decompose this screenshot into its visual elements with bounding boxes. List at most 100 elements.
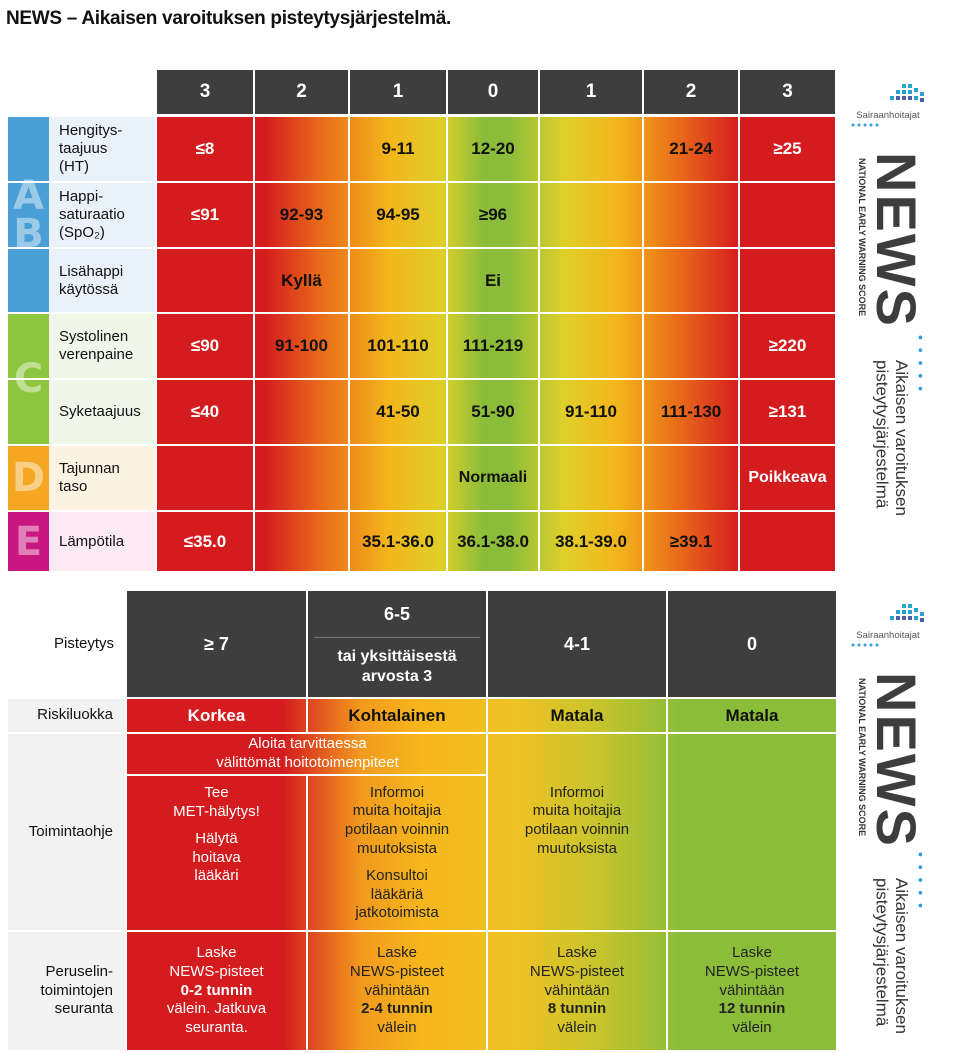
seuranta-label: Peruselin- toimintojen seuranta bbox=[40, 962, 113, 1018]
monitoring-high-post: välein. Jatkuva seuranta. bbox=[166, 1000, 267, 1037]
score-cell-oxygen-0 bbox=[157, 249, 253, 312]
score-cell-heart-rate-1 bbox=[255, 380, 348, 444]
score-group-low: 4-1 bbox=[488, 591, 666, 697]
logo-dots-icon bbox=[851, 643, 879, 647]
riskiluokka-label: Riskiluokka bbox=[37, 706, 113, 724]
action-consult-doctor: Konsultoi lääkäriä jatkotoimista bbox=[355, 866, 439, 922]
score-cell-temperature-0: ≤35.0 bbox=[183, 531, 227, 551]
score-cell-respiration-0: ≤8 bbox=[195, 139, 215, 158]
logo-text: Sairaanhoitajat bbox=[856, 110, 920, 121]
toimintaohje-label: Toimintaohje bbox=[28, 822, 113, 840]
score-header-3-low: 3 bbox=[157, 70, 253, 114]
section-d-bar: D bbox=[8, 446, 49, 510]
score-cell-heart-rate-3: 51-90 bbox=[471, 402, 515, 421]
row-label-oxygen: Lisähappi käytössä bbox=[59, 262, 124, 298]
score-cell-saturation-5 bbox=[644, 183, 738, 247]
risk-medium: Kohtalainen bbox=[348, 705, 446, 725]
label-bg-e bbox=[49, 512, 155, 571]
monitoring-high: Laske NEWS-pisteet 0-2 tunnin välein. Ja… bbox=[127, 932, 306, 1050]
logo-mark-icon bbox=[890, 84, 924, 102]
score-group-medium: 6-5 tai yksittäisestä arvosta 3 bbox=[308, 591, 486, 697]
score-cell-saturation-1: 92-93 bbox=[279, 205, 324, 224]
score-header-2-high: 2 bbox=[644, 70, 738, 114]
score-cell-saturation-2: 94-95 bbox=[376, 205, 420, 224]
score-cell-saturation-0: ≤91 bbox=[190, 205, 220, 224]
action-inform-nurses-medium: Informoi muita hoitajia potilaan voinnin… bbox=[344, 783, 450, 857]
news-wordmark: NEWS bbox=[865, 672, 928, 848]
risk-gradient bbox=[127, 699, 836, 1050]
action-inform-nurses-low: Informoi muita hoitajia potilaan voinnin… bbox=[524, 783, 630, 857]
score-cell-respiration-4 bbox=[540, 117, 642, 181]
page-title: NEWS – Aikaisen varoituksen pisteytysjär… bbox=[6, 8, 452, 29]
score-cell-respiration-5: 21-24 bbox=[669, 139, 713, 158]
score-cell-oxygen-2 bbox=[350, 249, 446, 312]
score-cell-oxygen-4 bbox=[540, 249, 642, 312]
score-group-medium-range: 6-5 bbox=[308, 591, 486, 637]
bottom-label-bg bbox=[8, 699, 126, 1050]
separator-dots: • • • • • bbox=[913, 335, 929, 394]
row-label-blood-pressure: Systolinen verenpaine bbox=[59, 328, 134, 363]
score-cell-saturation-6 bbox=[740, 183, 835, 247]
logo-dots-icon bbox=[851, 123, 879, 127]
score-cell-blood-pressure-2: 101-110 bbox=[367, 336, 429, 355]
monitoring-zero-interval: 12 tunnin bbox=[718, 1000, 786, 1018]
score-cell-blood-pressure-0: ≤90 bbox=[190, 336, 220, 355]
row-label-respiration: Hengitys- taajuus (HT) bbox=[59, 122, 123, 175]
score-cell-consciousness-2 bbox=[350, 446, 446, 510]
score-cell-saturation-3: ≥96 bbox=[478, 205, 508, 224]
score-group-medium-single: tai yksittäisestä arvosta 3 bbox=[308, 639, 486, 695]
score-cell-oxygen-6 bbox=[740, 249, 835, 312]
row-label-saturation: Happi- saturaatio (SpO₂) bbox=[59, 188, 125, 241]
score-cell-respiration-3: 12-20 bbox=[471, 139, 515, 158]
action-immediate: Aloita tarvittaessa välittömät hoitotoim… bbox=[216, 735, 399, 771]
score-cell-temperature-4: 38.1-39.0 bbox=[555, 531, 627, 551]
score-cell-consciousness-1 bbox=[255, 446, 348, 510]
monitoring-high-pre: Laske NEWS-pisteet bbox=[169, 944, 264, 980]
monitoring-low: Laske NEWS-pisteet vähintään 8 tunnin vä… bbox=[488, 932, 666, 1050]
label-bg-ab bbox=[49, 117, 155, 312]
finnish-subtitle: Aikaisen varoituksen pisteytysjärjestelm… bbox=[872, 878, 912, 1034]
separator-dots: • • • • • bbox=[913, 852, 929, 911]
score-cell-saturation-4 bbox=[540, 183, 642, 247]
score-cell-consciousness-4 bbox=[540, 446, 642, 510]
score-cell-consciousness-3: Normaali bbox=[458, 469, 528, 486]
score-cell-consciousness-0 bbox=[157, 446, 253, 510]
score-cell-oxygen-5 bbox=[644, 249, 738, 312]
pisteytys-label: Pisteytys bbox=[53, 634, 114, 652]
section-e-bar: E bbox=[8, 512, 49, 571]
score-cell-temperature-2: 35.1-36.0 bbox=[362, 531, 434, 551]
score-cell-blood-pressure-1: 91-100 bbox=[275, 336, 328, 355]
row-label-heart-rate: Syketaajuus bbox=[59, 403, 141, 420]
score-cell-oxygen-1: Kyllä bbox=[281, 270, 322, 290]
score-header-2-low: 2 bbox=[255, 70, 348, 114]
monitoring-zero: Laske NEWS-pisteet vähintään 12 tunnin v… bbox=[668, 932, 836, 1050]
score-medium-range-text: 6-5 bbox=[383, 603, 410, 624]
monitoring-zero-post: välein bbox=[732, 1019, 772, 1037]
monitoring-zero-pre: Laske NEWS-pisteet vähintään bbox=[704, 944, 800, 999]
score-cell-respiration-1 bbox=[255, 117, 348, 181]
score-cell-heart-rate-0: ≤40 bbox=[190, 402, 220, 421]
letter-b: B bbox=[13, 210, 44, 257]
score-cell-temperature-1 bbox=[255, 512, 348, 571]
score-cell-consciousness-5 bbox=[644, 446, 738, 510]
score-cell-blood-pressure-5 bbox=[644, 314, 738, 378]
score-cell-temperature-6 bbox=[740, 512, 835, 571]
finnish-subtitle: Aikaisen varoituksen pisteytysjärjestelm… bbox=[872, 360, 912, 516]
score-cell-blood-pressure-4 bbox=[540, 314, 642, 378]
score-group-high: ≥ 7 bbox=[127, 591, 306, 697]
score-group-zero: 0 bbox=[668, 591, 836, 697]
score-cell-blood-pressure-3: 111-219 bbox=[462, 336, 524, 355]
row-label-temperature: Lämpötila bbox=[59, 532, 125, 550]
news-subtitle: NATIONAL EARLY WARNING SCORE bbox=[857, 158, 867, 317]
score-cell-heart-rate-2: 41-50 bbox=[376, 402, 420, 421]
news-subtitle: NATIONAL EARLY WARNING SCORE bbox=[857, 678, 867, 837]
score-cell-consciousness-6: Poikkeava bbox=[748, 469, 827, 486]
monitoring-medium-post: välein bbox=[377, 1019, 417, 1037]
score-header-0: 0 bbox=[448, 70, 538, 114]
risk-zero: Matala bbox=[725, 705, 779, 725]
score-cell-heart-rate-6: ≥131 bbox=[768, 402, 807, 421]
risk-high: Korkea bbox=[187, 705, 246, 725]
score-cell-heart-rate-4: 91-110 bbox=[565, 402, 617, 421]
monitoring-high-interval: 0-2 tunnin bbox=[180, 981, 253, 999]
action-alert-doctor: Hälytä hoitava lääkäri bbox=[192, 829, 241, 885]
